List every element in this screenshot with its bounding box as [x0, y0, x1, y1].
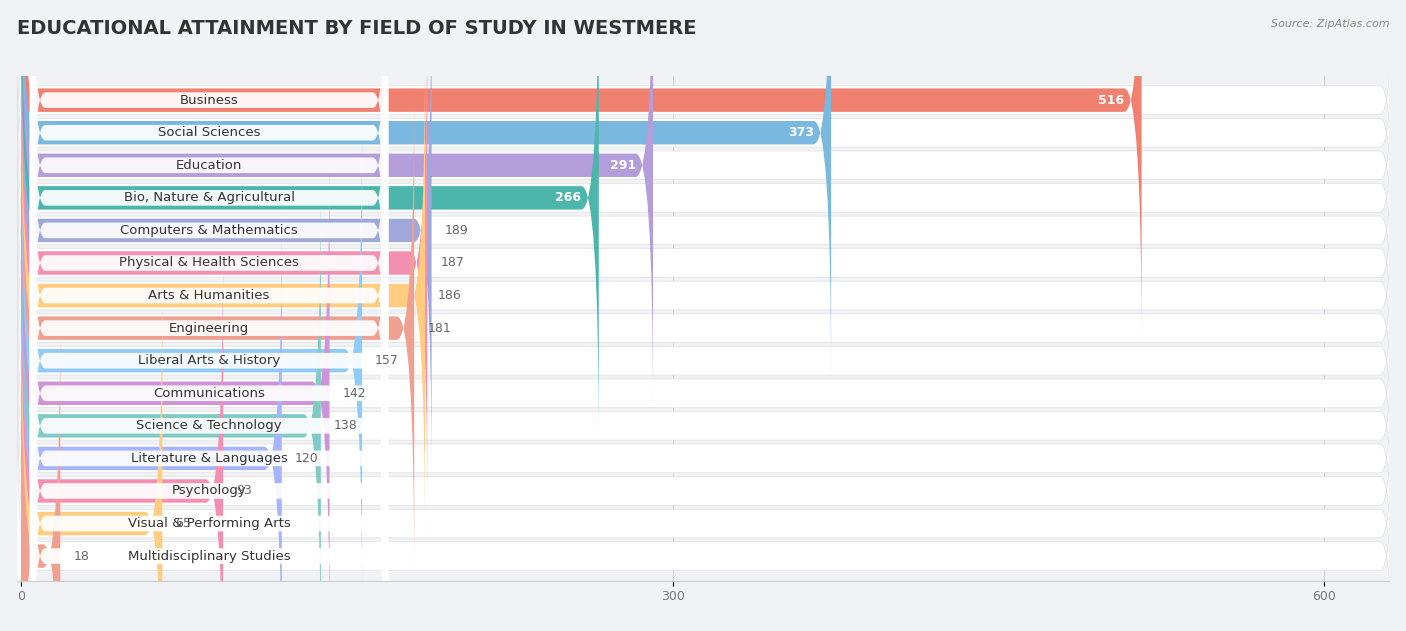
FancyBboxPatch shape: [21, 0, 432, 479]
FancyBboxPatch shape: [30, 173, 388, 613]
FancyBboxPatch shape: [17, 180, 1393, 542]
FancyBboxPatch shape: [21, 0, 831, 382]
Text: Business: Business: [180, 93, 239, 107]
Text: Physical & Health Sciences: Physical & Health Sciences: [120, 256, 299, 269]
Text: Literature & Languages: Literature & Languages: [131, 452, 287, 465]
FancyBboxPatch shape: [17, 114, 1393, 476]
Text: Engineering: Engineering: [169, 322, 249, 334]
Text: Education: Education: [176, 159, 242, 172]
Text: Communications: Communications: [153, 387, 264, 400]
FancyBboxPatch shape: [30, 304, 388, 631]
Text: 157: 157: [375, 354, 399, 367]
FancyBboxPatch shape: [17, 49, 1393, 411]
FancyBboxPatch shape: [21, 242, 224, 631]
Text: Source: ZipAtlas.com: Source: ZipAtlas.com: [1271, 19, 1389, 29]
FancyBboxPatch shape: [21, 0, 599, 447]
Text: Computers & Mathematics: Computers & Mathematics: [120, 224, 298, 237]
Text: EDUCATIONAL ATTAINMENT BY FIELD OF STUDY IN WESTMERE: EDUCATIONAL ATTAINMENT BY FIELD OF STUDY…: [17, 19, 696, 38]
FancyBboxPatch shape: [30, 141, 388, 581]
Text: 291: 291: [610, 159, 636, 172]
FancyBboxPatch shape: [30, 0, 388, 353]
FancyBboxPatch shape: [17, 277, 1393, 631]
Text: Visual & Performing Arts: Visual & Performing Arts: [128, 517, 291, 530]
Text: 138: 138: [333, 420, 357, 432]
Text: 65: 65: [176, 517, 191, 530]
Text: 18: 18: [73, 550, 89, 563]
FancyBboxPatch shape: [30, 0, 388, 321]
FancyBboxPatch shape: [21, 209, 281, 631]
FancyBboxPatch shape: [21, 112, 363, 610]
Text: Bio, Nature & Agricultural: Bio, Nature & Agricultural: [124, 191, 294, 204]
FancyBboxPatch shape: [17, 0, 1393, 314]
FancyBboxPatch shape: [17, 0, 1393, 281]
Text: Science & Technology: Science & Technology: [136, 420, 281, 432]
FancyBboxPatch shape: [17, 0, 1393, 346]
Text: 186: 186: [439, 289, 461, 302]
Text: 120: 120: [295, 452, 319, 465]
FancyBboxPatch shape: [21, 14, 427, 512]
FancyBboxPatch shape: [17, 212, 1393, 574]
FancyBboxPatch shape: [30, 0, 388, 418]
Text: 373: 373: [787, 126, 814, 139]
FancyBboxPatch shape: [30, 75, 388, 516]
Text: Liberal Arts & History: Liberal Arts & History: [138, 354, 280, 367]
FancyBboxPatch shape: [30, 10, 388, 451]
Text: Social Sciences: Social Sciences: [157, 126, 260, 139]
FancyBboxPatch shape: [30, 108, 388, 548]
Text: 181: 181: [427, 322, 451, 334]
FancyBboxPatch shape: [21, 177, 321, 631]
FancyBboxPatch shape: [30, 239, 388, 631]
FancyBboxPatch shape: [30, 43, 388, 483]
FancyBboxPatch shape: [30, 336, 388, 631]
FancyBboxPatch shape: [17, 82, 1393, 444]
Text: Psychology: Psychology: [172, 485, 246, 497]
FancyBboxPatch shape: [21, 47, 425, 545]
Text: 516: 516: [1098, 93, 1125, 107]
Text: 189: 189: [444, 224, 468, 237]
FancyBboxPatch shape: [17, 147, 1393, 509]
Text: 266: 266: [555, 191, 582, 204]
FancyBboxPatch shape: [17, 343, 1393, 631]
FancyBboxPatch shape: [21, 144, 329, 631]
FancyBboxPatch shape: [30, 271, 388, 631]
Text: 187: 187: [440, 256, 464, 269]
Text: 142: 142: [343, 387, 366, 400]
FancyBboxPatch shape: [21, 0, 1142, 349]
FancyBboxPatch shape: [30, 206, 388, 631]
Text: 93: 93: [236, 485, 252, 497]
FancyBboxPatch shape: [17, 310, 1393, 631]
FancyBboxPatch shape: [17, 245, 1393, 607]
FancyBboxPatch shape: [30, 0, 388, 386]
FancyBboxPatch shape: [21, 80, 415, 577]
FancyBboxPatch shape: [21, 0, 652, 414]
FancyBboxPatch shape: [17, 375, 1393, 631]
Text: Multidisciplinary Studies: Multidisciplinary Studies: [128, 550, 291, 563]
FancyBboxPatch shape: [21, 307, 60, 631]
FancyBboxPatch shape: [17, 17, 1393, 379]
FancyBboxPatch shape: [21, 274, 162, 631]
Text: Arts & Humanities: Arts & Humanities: [149, 289, 270, 302]
